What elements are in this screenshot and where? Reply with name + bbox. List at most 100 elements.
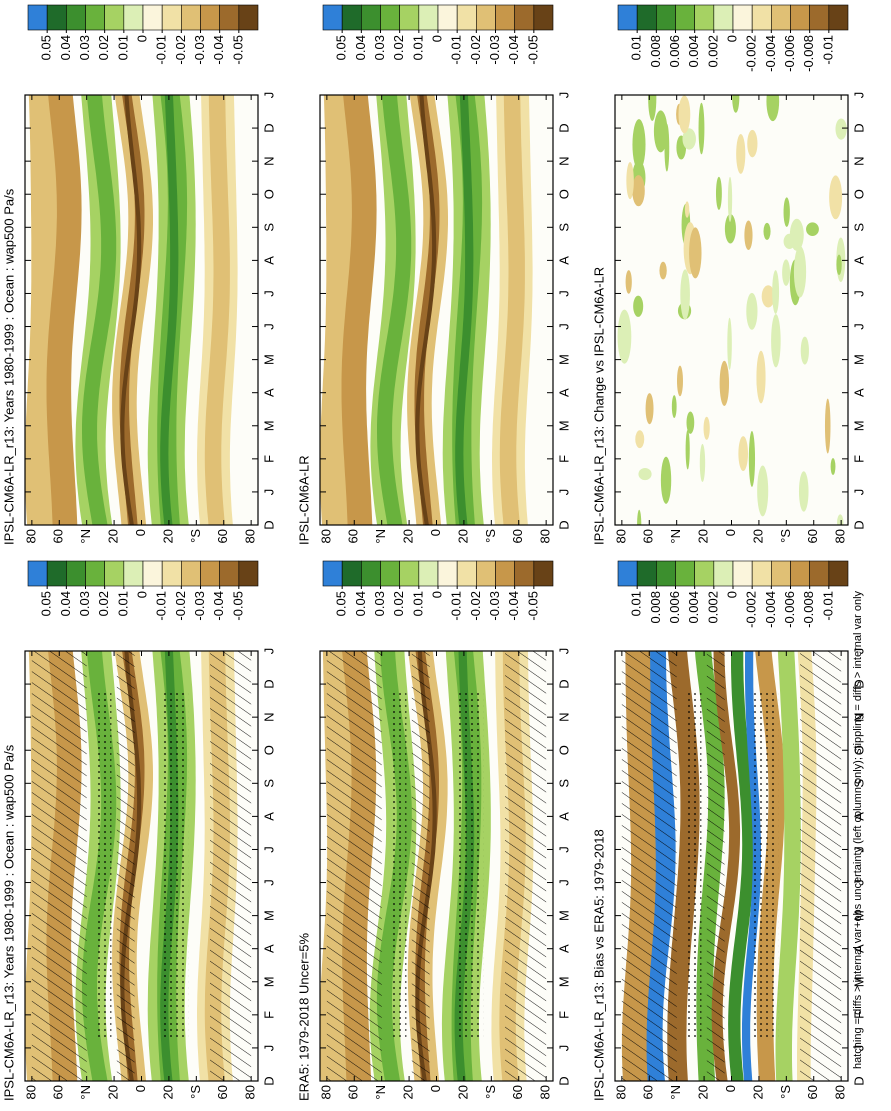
y-tick-label: °S: [188, 529, 203, 543]
field: [615, 95, 848, 525]
contour-blob: [836, 254, 842, 276]
contour-blob: [727, 176, 733, 222]
colorbar-cell: [161, 4, 182, 31]
rotated-figure: hatching = diffs > internal var+obs unce…: [1, 4, 866, 1101]
x-tick-label: M: [261, 420, 276, 431]
colorbar-label: 0.01: [115, 591, 130, 616]
colorbar-label: -0.05: [230, 591, 245, 621]
x-tick-label: D: [851, 520, 866, 529]
contour-blob: [703, 416, 710, 440]
panel-title: IPSL-CM6A-LR_r13: Change vs IPSL-CM6A-LR: [591, 267, 606, 545]
colorbar-label: -0.01: [154, 591, 169, 621]
field: [25, 95, 258, 525]
contour-blob: [715, 176, 722, 210]
x-tick-label: F: [851, 455, 866, 463]
panel-title: IPSL-CM6A-LR_r13: Years 1980-1999 : Ocea…: [1, 188, 16, 545]
colorbar-label: 0.01: [410, 35, 425, 60]
colorbar-label: -0.04: [506, 591, 521, 621]
colorbar-cell: [732, 4, 753, 31]
x-tick-label: D: [556, 679, 571, 688]
x-tick-label: O: [261, 745, 276, 755]
stippling: [455, 691, 484, 1041]
contour-blob: [744, 220, 753, 251]
x-tick-label: J: [851, 879, 866, 886]
contour-blob: [678, 95, 691, 134]
x-tick-label: J: [851, 1045, 866, 1052]
colorbar-label: -0.04: [506, 35, 521, 65]
contour-blob: [680, 269, 690, 320]
contour-band: [120, 95, 142, 525]
x-tick-label: M: [556, 420, 571, 431]
colorbar-cell: [636, 560, 657, 587]
colorbar-label: 0.02: [96, 35, 111, 60]
y-tick-label: °N: [668, 1085, 683, 1100]
y-tick-label: 60: [641, 529, 656, 543]
colorbar-label: 0: [134, 35, 149, 42]
colorbar-label: 0: [134, 591, 149, 598]
contour-blob: [638, 468, 652, 481]
contour-band: [728, 651, 755, 1081]
x-tick-label: A: [851, 256, 866, 265]
y-tick-label: °S: [778, 1085, 793, 1099]
colorbar-cell: [66, 560, 86, 587]
contour-blob: [684, 201, 690, 218]
colorbar-cell: [46, 4, 67, 31]
contour-blob: [635, 430, 645, 449]
panel-title: IPSL-CM6A-LR_r13: Bias vs ERA5: 1979-201…: [591, 829, 606, 1101]
x-tick-label: J: [851, 92, 866, 99]
x-tick-label: J: [556, 489, 571, 496]
stippling: [160, 691, 189, 1041]
colorbar-label: -0.03: [487, 35, 502, 65]
contour-band: [82, 95, 117, 525]
x-tick-label: J: [556, 648, 571, 655]
colorbar-cell: [675, 560, 695, 587]
colorbar-cell: [341, 4, 362, 31]
contour-blob: [617, 309, 632, 364]
x-tick-label: J: [261, 323, 276, 330]
colorbar-cell: [533, 560, 554, 587]
x-tick-label: N: [261, 156, 276, 165]
colorbar-cell: [828, 4, 849, 31]
contour-band: [341, 95, 377, 525]
colorbar-cell: [809, 4, 830, 31]
y-tick-label: 60: [346, 529, 361, 543]
x-tick-label: A: [556, 256, 571, 265]
panel: ERA5: 1979-2018 Uncer=5% 80 60 °N 20 0 20 °S 60 8…: [296, 560, 571, 1101]
stippling: [750, 691, 779, 1041]
y-tick-label: 20: [160, 1085, 175, 1099]
contour-blob: [727, 317, 732, 370]
y-tick-label: 20: [160, 529, 175, 543]
x-tick-label: J: [261, 489, 276, 496]
x-tick-label: A: [261, 256, 276, 265]
colorbar-label: -0.004: [763, 591, 778, 628]
colorbar-cell: [533, 4, 554, 31]
colorbar-cell: [732, 560, 753, 587]
x-tick-label: D: [261, 123, 276, 132]
x-tick-label: M: [556, 354, 571, 365]
colorbar-label: -0.002: [744, 591, 759, 628]
y-tick-label: 60: [805, 1085, 820, 1099]
contour-blob: [761, 285, 775, 308]
y-tick-label: 20: [696, 529, 711, 543]
contour-band: [204, 95, 230, 525]
y-tick-label: 60: [51, 1085, 66, 1099]
colorbar-cell: [771, 560, 791, 587]
x-tick-label: D: [261, 520, 276, 529]
contour-blob: [671, 395, 677, 419]
colorbar-cell: [399, 560, 420, 587]
panel: IPSL-CM6A-LR 80 60 °N 20 0 20 °S 60 80DJFMAMJJASO…: [296, 4, 571, 545]
field: [320, 651, 553, 1081]
y-tick-label: °N: [373, 1085, 388, 1100]
field: [25, 651, 258, 1081]
contour-blob: [689, 227, 702, 279]
contour-blob: [782, 259, 791, 286]
colorbar-cell: [66, 4, 86, 31]
colorbar-cell: [322, 4, 343, 31]
colorbar-cell: [341, 560, 362, 587]
x-tick-label: J: [851, 846, 866, 853]
colorbar-cell: [85, 4, 105, 31]
contour-blob: [719, 360, 730, 407]
colorbar-label: 0.05: [334, 35, 349, 60]
y-tick-label: 60: [346, 1085, 361, 1099]
